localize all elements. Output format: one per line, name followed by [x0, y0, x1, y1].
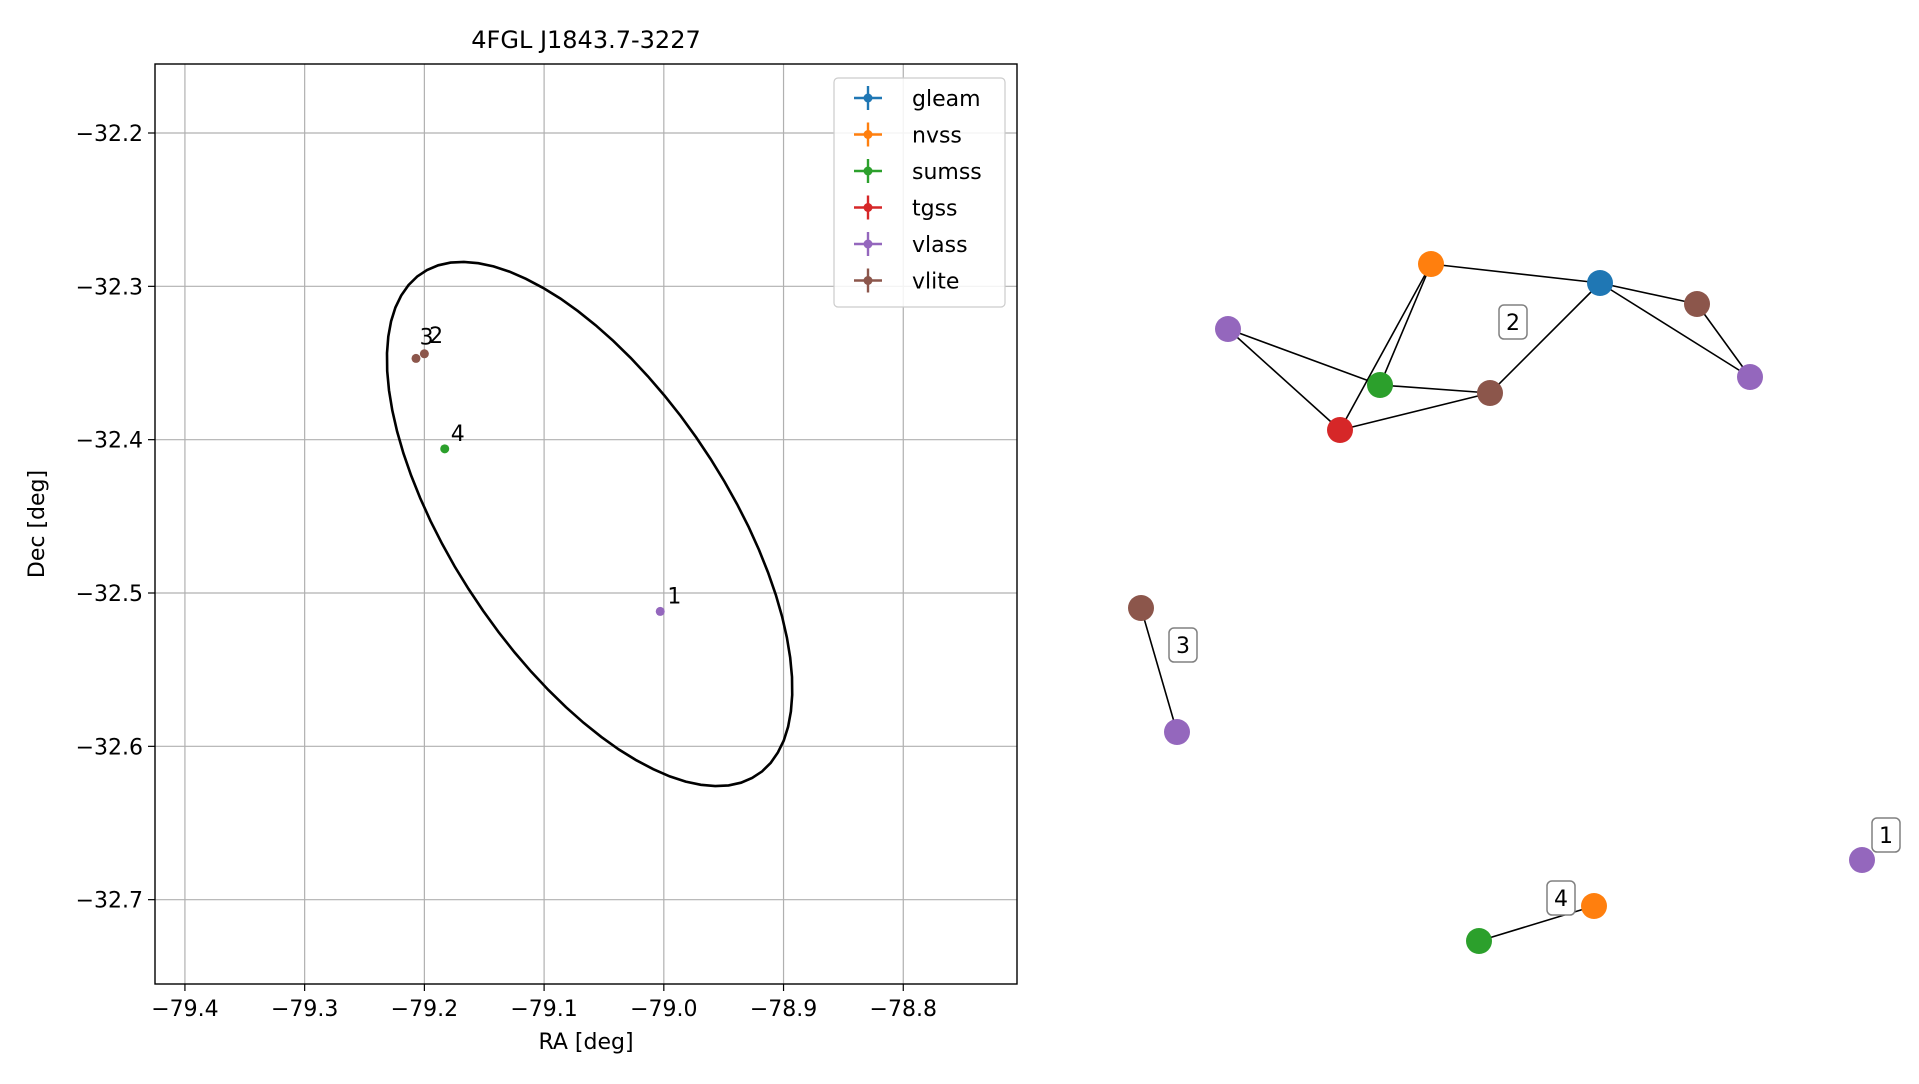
legend-entry-gleam: gleam: [854, 86, 981, 112]
legend-label: vlass: [912, 233, 968, 258]
graph-edge: [1227, 328, 1341, 431]
cluster-label-text: 2: [1506, 311, 1520, 336]
graph-edge: [1599, 282, 1698, 305]
graph-edge: [1599, 282, 1751, 378]
graph-node-nvss: [1581, 893, 1607, 919]
plot-frame: [154, 63, 1018, 985]
point-vlass: [655, 606, 665, 616]
legend-label: nvss: [912, 124, 962, 149]
cluster-label-box: [1546, 880, 1576, 916]
graph-edge: [1379, 263, 1432, 386]
legend-marker: [863, 166, 873, 176]
cluster-label-1: 1: [1871, 817, 1901, 853]
graph-edges: [1140, 263, 1751, 942]
graph-edge: [1430, 263, 1601, 284]
point-annotation: 4: [451, 422, 465, 447]
cluster-label-4: 4: [1546, 880, 1576, 916]
legend-marker: [863, 203, 873, 212]
x-tick-label: −79.1: [510, 997, 577, 1022]
graph-edge: [1339, 263, 1432, 431]
localization-ellipse: [385, 260, 794, 788]
legend: gleam nvss sumss tgss vlass vlite: [833, 77, 1006, 308]
legend-marker: [863, 239, 873, 249]
graph-edge: [1379, 384, 1491, 394]
graph-node-tgss: [1327, 417, 1353, 443]
source-annotations: 1 23 4: [420, 324, 682, 610]
y-tick-label: −32.7: [76, 889, 143, 914]
y-tick-label: −32.3: [76, 275, 143, 300]
x-tick-label: −79.2: [391, 997, 458, 1022]
legend-marker: [863, 130, 873, 139]
graph-node-nvss: [1418, 251, 1444, 277]
x-axis-label: RA [deg]: [538, 1030, 633, 1055]
point-vlite: [411, 353, 421, 363]
graph-nodes: [1128, 251, 1875, 954]
point-annotation: 1: [667, 585, 681, 610]
cluster-label-box: [1871, 817, 1901, 853]
legend-entry-sumss: sumss: [854, 159, 982, 185]
legend-entry-tgss: tgss: [854, 195, 958, 222]
legend-marker: [863, 93, 873, 103]
graph-edge: [1339, 392, 1491, 431]
legend-label: vlite: [912, 270, 959, 295]
graph-edge: [1227, 328, 1381, 386]
chart-title: 4FGL J1843.7-3227: [471, 26, 700, 54]
graph-node-vlass: [1737, 364, 1763, 390]
legend-entry-nvss: nvss: [854, 122, 962, 149]
cluster-labels: 1 2 3 4: [1168, 304, 1901, 916]
y-tick-label: −32.2: [76, 122, 143, 147]
graph-node-vlite: [1684, 291, 1710, 317]
graph-node-sumss: [1466, 928, 1492, 954]
cluster-label-3: 3: [1168, 627, 1198, 663]
x-tick-label: −78.9: [750, 997, 817, 1022]
graph-edge: [1489, 282, 1601, 394]
legend-label: sumss: [912, 160, 982, 185]
scatter-plot: −79.4 −79.3 −79.2 −79.1 −79.0 −78.9 −78.8 −32.…: [25, 26, 1018, 1055]
graph-node-sumss: [1367, 372, 1393, 398]
graph-node-vlass: [1215, 316, 1241, 342]
source-graph: 1 2 3 4: [1128, 251, 1901, 954]
y-tick-label: −32.6: [76, 735, 143, 760]
x-tick-label: −79.3: [271, 997, 338, 1022]
graph-edge: [1140, 607, 1178, 733]
cluster-label-text: 3: [1176, 634, 1190, 659]
x-tick-label: −79.0: [630, 997, 697, 1022]
source-points: [411, 349, 665, 616]
cluster-label-2: 2: [1498, 304, 1528, 340]
y-axis-ticks: −32.2 −32.3 −32.4 −32.5 −32.6 −32.7: [76, 122, 155, 914]
graph-node-vlite: [1128, 595, 1154, 621]
point-vlite: [419, 349, 429, 359]
point-annotation: 3: [420, 326, 434, 351]
graph-edge: [1696, 303, 1751, 378]
cluster-label-text: 1: [1879, 824, 1893, 849]
legend-marker: [863, 276, 873, 285]
legend-label: tgss: [912, 197, 958, 222]
x-tick-label: −78.8: [870, 997, 937, 1022]
legend-entry-vlite: vlite: [854, 268, 959, 295]
point-sumss: [440, 444, 450, 454]
cluster-label-box: [1168, 627, 1198, 663]
x-axis-ticks: −79.4 −79.3 −79.2 −79.1 −79.0 −78.9 −78.8: [151, 984, 937, 1022]
x-tick-label: −79.4: [151, 997, 218, 1022]
graph-node-gleam: [1587, 270, 1613, 296]
y-axis-label: Dec [deg]: [25, 470, 50, 578]
graph-node-vlass: [1849, 847, 1875, 873]
legend-entry-vlass: vlass: [854, 232, 968, 258]
y-tick-label: −32.4: [76, 429, 143, 454]
graph-node-vlite: [1477, 380, 1503, 406]
legend-label: gleam: [912, 87, 981, 112]
graph-node-vlass: [1164, 719, 1190, 745]
grid: [155, 64, 1017, 984]
cluster-label-text: 4: [1554, 887, 1568, 912]
y-tick-label: −32.5: [76, 582, 143, 607]
point-annotation: 2: [429, 324, 443, 349]
cluster-label-box: [1498, 304, 1528, 340]
graph-edge: [1478, 905, 1595, 942]
